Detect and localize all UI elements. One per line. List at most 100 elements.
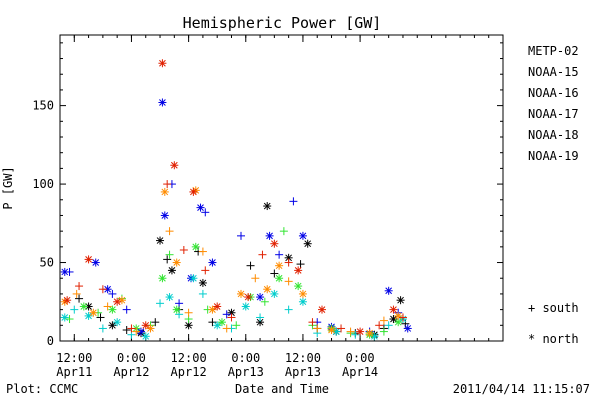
x-tick-label-time: 12:00 <box>171 351 207 365</box>
data-point-south <box>151 318 160 327</box>
data-point-south <box>258 250 267 259</box>
data-point-south <box>98 324 107 333</box>
data-point-north <box>158 59 167 68</box>
data-point-south <box>201 208 210 217</box>
x-tick-label-time: 0:00 <box>117 351 146 365</box>
data-point-south <box>308 318 317 327</box>
x-tick-label-time: 0:00 <box>231 351 260 365</box>
x-tick-label-time: 12:00 <box>56 351 92 365</box>
x-tick-label-date: Apr13 <box>285 365 321 379</box>
data-point-south <box>284 258 293 267</box>
data-point-south <box>179 245 188 254</box>
data-point-south <box>289 197 298 206</box>
data-point-north <box>317 305 326 314</box>
y-axis-label: P [GW] <box>1 166 15 209</box>
y-tick-label: 150 <box>32 99 54 113</box>
legend-entry: NOAA-19 <box>528 149 579 163</box>
data-point-south <box>65 315 74 324</box>
data-point-south <box>246 261 255 270</box>
data-point-south <box>75 294 84 303</box>
legend-south: + south <box>528 301 579 315</box>
data-point-north <box>294 266 303 275</box>
x-tick-label-date: Apr13 <box>228 365 264 379</box>
data-point-north <box>275 274 284 283</box>
data-point-north <box>244 293 253 302</box>
x-tick-label-date: Apr12 <box>171 365 207 379</box>
data-point-north <box>298 231 307 240</box>
data-point-south <box>198 247 207 256</box>
data-point-north <box>113 297 122 306</box>
data-point-south <box>313 324 322 333</box>
data-point-south <box>75 282 84 291</box>
data-point-south <box>296 260 305 269</box>
data-point-north <box>160 187 169 196</box>
data-point-north <box>91 258 100 267</box>
data-point-north <box>237 289 246 298</box>
legend-north: * north <box>528 332 579 346</box>
data-point-north <box>146 324 155 333</box>
data-point-north <box>256 293 265 302</box>
data-point-north <box>141 332 150 341</box>
data-point-south <box>103 302 112 311</box>
data-point-north <box>394 311 403 320</box>
data-point-north <box>167 266 176 275</box>
data-point-south <box>222 310 231 319</box>
data-point-north <box>275 261 284 270</box>
data-point-south <box>256 313 265 322</box>
data-point-north <box>84 311 93 320</box>
data-point-south <box>108 289 117 298</box>
data-point-north <box>265 231 274 240</box>
data-point-south <box>284 305 293 314</box>
data-point-south <box>163 180 172 189</box>
series-legend: METP-02 NOAA-15 NOAA-16 NOAA-17 NOAA-18 NOAA-… <box>528 44 579 163</box>
data-point-south <box>198 289 207 298</box>
data-point-north <box>217 318 226 327</box>
data-point-north <box>327 326 336 335</box>
data-point-north <box>196 203 205 212</box>
x-axis-ticks: 12:00Apr110:00Apr1212:00Apr120:00Apr1312… <box>56 35 504 379</box>
y-tick-label: 0 <box>47 334 54 348</box>
data-point-south <box>96 313 105 322</box>
data-point-north <box>365 329 374 338</box>
data-point-north <box>172 305 181 314</box>
data-point-south <box>132 327 141 336</box>
legend-entry: NOAA-18 <box>528 128 579 142</box>
plot-frame <box>59 34 504 342</box>
data-point-south <box>284 277 293 286</box>
data-point-north <box>191 242 200 251</box>
data-point-north <box>294 282 303 291</box>
data-point-south <box>201 266 210 275</box>
data-point-south <box>72 289 81 298</box>
y-tick-label: 100 <box>32 177 54 191</box>
data-point-north <box>113 318 122 327</box>
x-tick-label-date: Apr14 <box>342 365 378 379</box>
data-point-south <box>337 324 346 333</box>
data-point-north <box>356 327 365 336</box>
data-point-south <box>346 327 355 336</box>
data-point-south <box>208 318 217 327</box>
legend-entry: METP-02 <box>528 44 579 58</box>
data-point-north <box>63 296 72 305</box>
data-point-south <box>275 250 284 259</box>
data-point-north <box>170 161 179 170</box>
data-point-south <box>70 305 79 314</box>
data-point-north <box>60 313 69 322</box>
data-point-north <box>389 315 398 324</box>
data-point-north <box>241 302 250 311</box>
data-point-north <box>198 278 207 287</box>
data-point-south <box>98 285 107 294</box>
data-point-south <box>279 227 288 236</box>
data-point-north <box>303 239 312 248</box>
data-point-north <box>108 321 117 330</box>
data-point-north <box>160 211 169 220</box>
data-point-south <box>184 308 193 317</box>
x-tick-label-date: Apr12 <box>113 365 149 379</box>
data-point-north <box>158 274 167 283</box>
data-point-south <box>165 250 174 259</box>
data-point-north <box>263 202 272 211</box>
data-point-south <box>251 274 260 283</box>
plot-timestamp: 2011/04/14 11:15:07 <box>453 382 590 396</box>
data-point-south <box>122 326 131 335</box>
data-point-south <box>227 313 236 322</box>
